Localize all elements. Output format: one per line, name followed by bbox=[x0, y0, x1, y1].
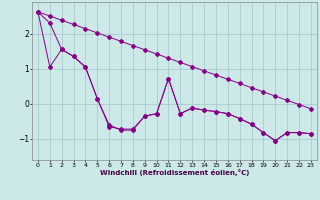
X-axis label: Windchill (Refroidissement éolien,°C): Windchill (Refroidissement éolien,°C) bbox=[100, 169, 249, 176]
